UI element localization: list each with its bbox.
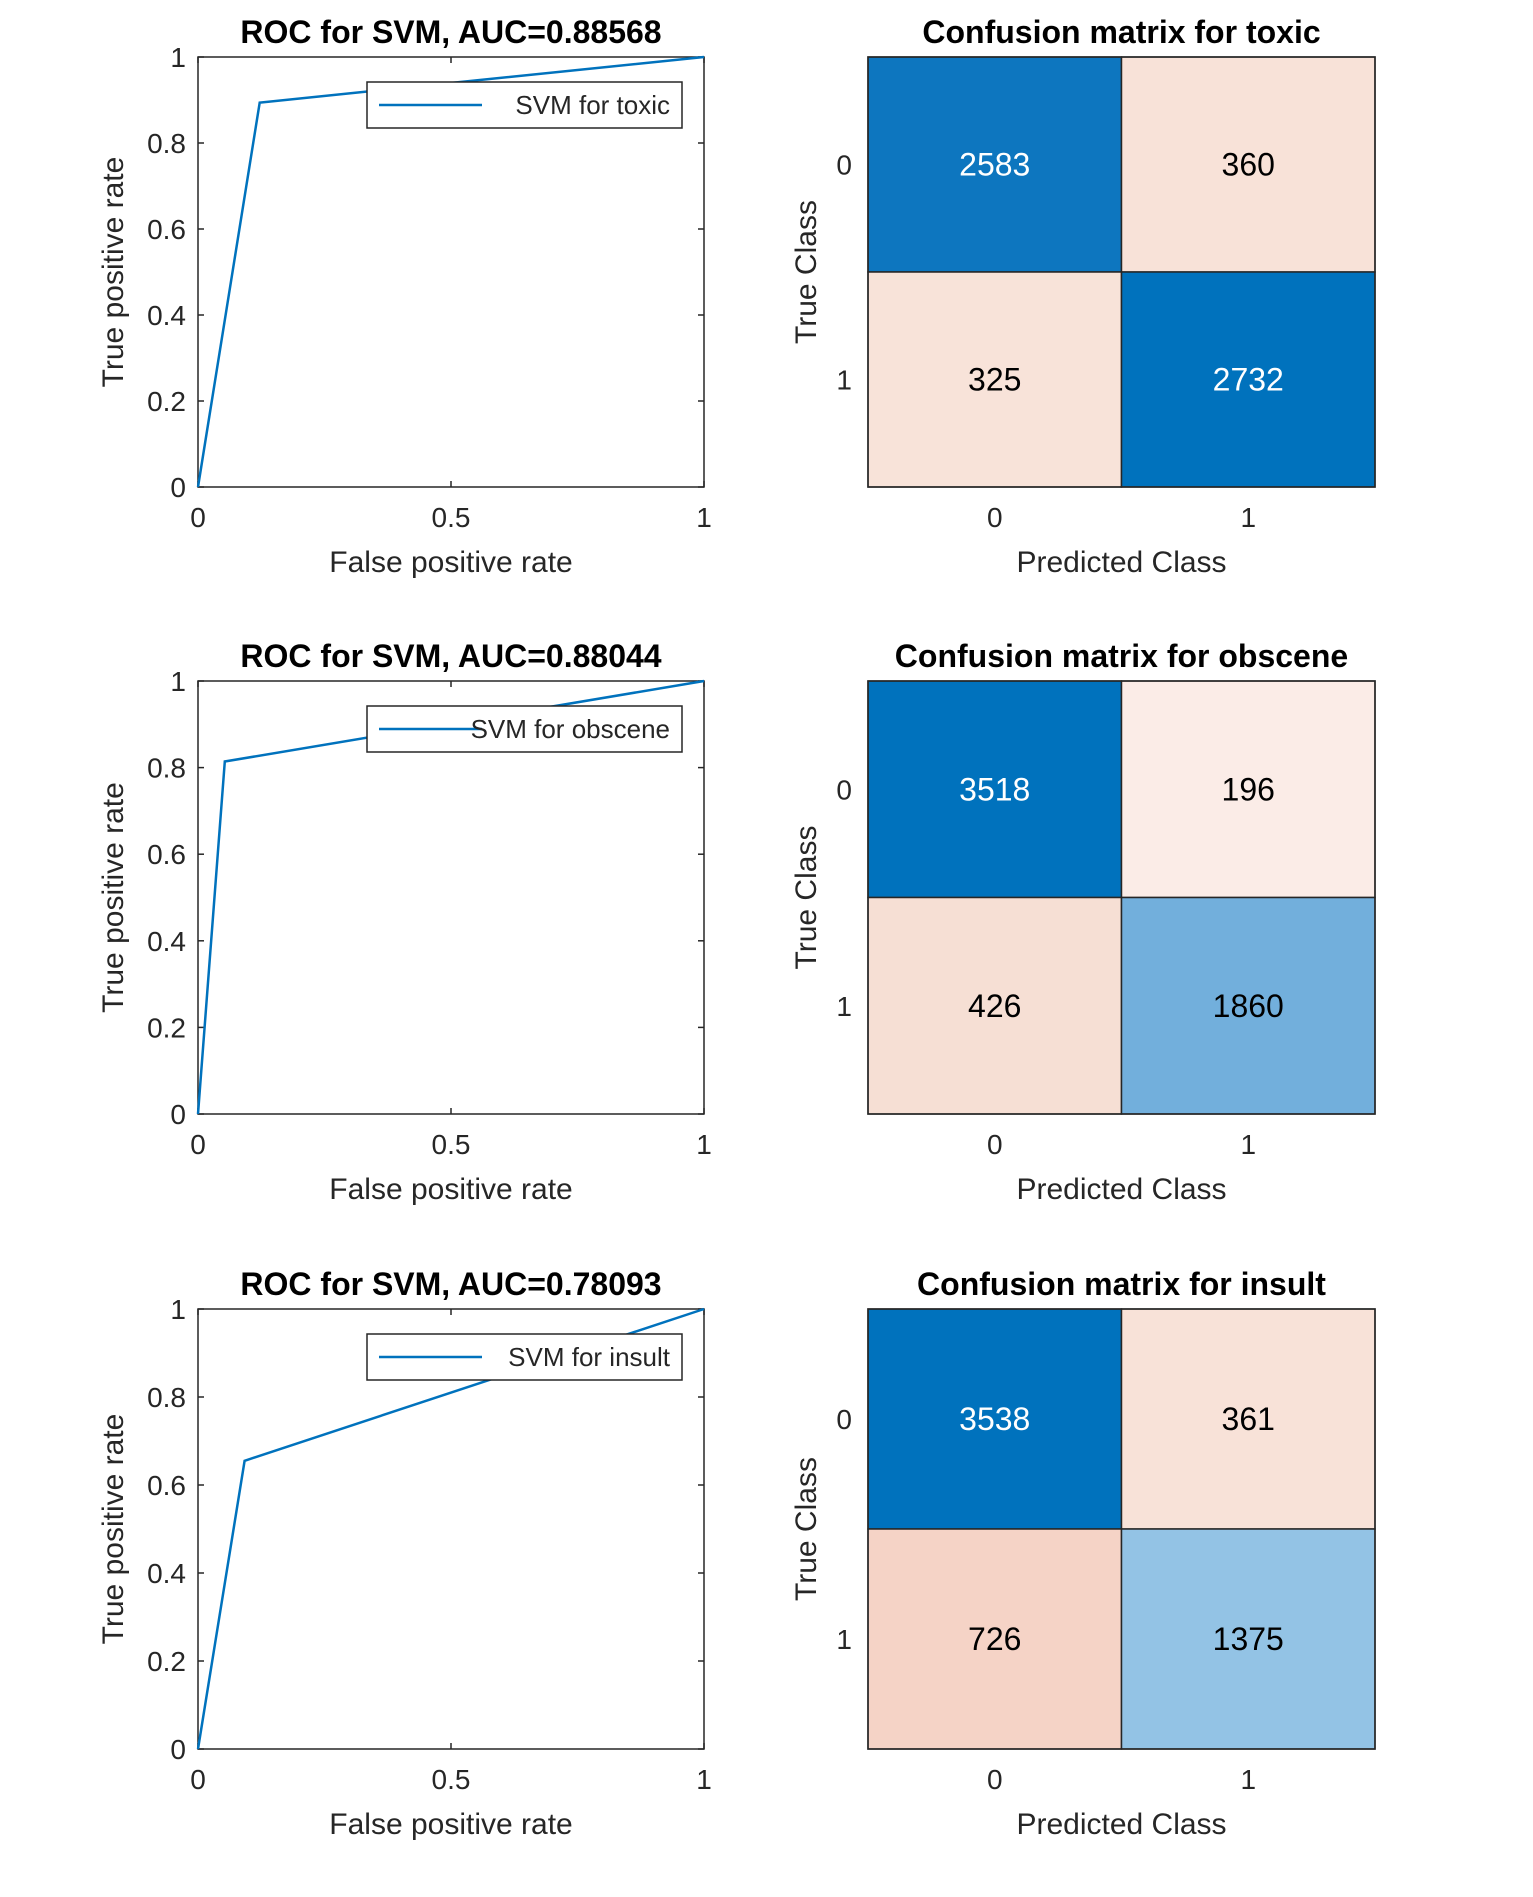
x-category-label: 0 <box>987 1764 1003 1795</box>
x-category-label: 0 <box>987 1129 1003 1160</box>
y-tick-label: 0.2 <box>147 386 186 417</box>
matrix-cell <box>867 896 1123 1115</box>
x-axis-label: False positive rate <box>329 546 572 579</box>
y-tick-label: 0 <box>170 472 186 503</box>
y-tick-label: 0.8 <box>147 128 186 159</box>
cell-value: 1375 <box>1213 1621 1284 1657</box>
chart-title: ROC for SVM, AUC=0.88044 <box>240 638 661 674</box>
y-tick-label: 1 <box>170 42 186 73</box>
y-axis-label: True Class <box>790 1457 823 1601</box>
y-axis-label: True positive rate <box>97 782 130 1013</box>
x-tick-label: 0 <box>190 1764 206 1795</box>
x-axis-label: Predicted Class <box>1016 546 1226 579</box>
chart-title: Confusion matrix for obscene <box>895 638 1348 674</box>
x-tick-label: 1 <box>696 1129 712 1160</box>
matrix-cell <box>1120 680 1376 899</box>
x-category-label: 0 <box>987 502 1003 533</box>
y-category-label: 1 <box>836 1624 852 1655</box>
y-tick-label: 0 <box>170 1734 186 1765</box>
x-axis-label: False positive rate <box>329 1173 572 1206</box>
matrix-border <box>867 680 1376 1115</box>
matrix-cell <box>1120 1308 1376 1530</box>
cell-value: 426 <box>968 988 1021 1024</box>
cell-value: 361 <box>1222 1401 1275 1437</box>
y-axis-label: True Class <box>790 200 823 344</box>
x-tick-label: 1 <box>696 1764 712 1795</box>
cell-value: 3518 <box>959 771 1030 807</box>
matrix-cell <box>1120 56 1376 273</box>
x-tick-label: 0.5 <box>432 1129 471 1160</box>
y-tick-label: 0.2 <box>147 1012 186 1043</box>
y-tick-label: 0.4 <box>147 926 186 957</box>
legend-label: SVM for insult <box>508 1342 671 1372</box>
x-tick-label: 0 <box>190 502 206 533</box>
cell-value: 2583 <box>959 147 1030 183</box>
x-category-label: 1 <box>1240 1764 1256 1795</box>
y-category-label: 0 <box>836 150 852 181</box>
x-category-label: 1 <box>1240 1129 1256 1160</box>
y-axis-label: True positive rate <box>97 157 130 388</box>
y-axis-label: True Class <box>790 826 823 970</box>
x-tick-label: 0.5 <box>432 502 471 533</box>
roc-chart-3: 0 0.2 0.4 0.6 0.8 1 0 0.5 1 SVM for insult ROC for… <box>97 1266 712 1841</box>
cell-value: 325 <box>968 362 1021 398</box>
y-tick-label: 1 <box>170 666 186 697</box>
matrix-cell <box>867 1308 1123 1530</box>
x-tick-label: 1 <box>696 502 712 533</box>
y-tick-label: 0.2 <box>147 1646 186 1677</box>
cell-value: 196 <box>1222 771 1275 807</box>
confusion-matrix-1: 2583 360 325 2732 0 1 0 1 Confusion matrix for t… <box>790 14 1376 579</box>
matrix-border <box>867 56 1376 488</box>
roc-curve <box>196 55 705 488</box>
y-tick-label: 1 <box>170 1294 186 1325</box>
confusion-matrix-3: 3538 361 726 1375 0 1 0 1 Confusion matrix for i… <box>790 1266 1376 1841</box>
x-tick-label: 0 <box>190 1129 206 1160</box>
x-axis-label: False positive rate <box>329 1808 572 1841</box>
matrix-cell <box>1120 271 1376 488</box>
roc-chart-2: 0 0.2 0.4 0.6 0.8 1 0 0.5 1 SVM for obscene ROC fo… <box>97 638 712 1206</box>
y-tick-label: 0.6 <box>147 214 186 245</box>
cell-value: 1860 <box>1213 988 1284 1024</box>
matrix-cell <box>1120 1528 1376 1750</box>
y-category-label: 0 <box>836 774 852 805</box>
y-category-label: 0 <box>836 1404 852 1435</box>
y-category-label: 1 <box>836 991 852 1022</box>
matrix-border <box>867 1308 1376 1750</box>
chart-title: Confusion matrix for toxic <box>922 14 1320 50</box>
cell-value: 360 <box>1222 147 1275 183</box>
y-tick-label: 0.6 <box>147 1470 186 1501</box>
matrix-cell <box>867 1528 1123 1750</box>
y-category-label: 1 <box>836 365 852 396</box>
chart-title: Confusion matrix for insult <box>917 1266 1326 1302</box>
confusion-matrix-2: 3518 196 426 1860 0 1 0 1 Confusion matrix for o… <box>790 638 1376 1206</box>
cell-value: 726 <box>968 1621 1021 1657</box>
y-tick-label: 0.4 <box>147 1558 186 1589</box>
y-tick-label: 0 <box>170 1099 186 1130</box>
cell-value: 2732 <box>1213 362 1284 398</box>
matrix-cell <box>1120 896 1376 1115</box>
cell-value: 3538 <box>959 1401 1030 1437</box>
legend-label: SVM for obscene <box>471 714 670 744</box>
x-axis-label: Predicted Class <box>1016 1808 1226 1841</box>
y-tick-label: 0.4 <box>147 300 186 331</box>
y-tick-label: 0.8 <box>147 753 186 784</box>
x-axis-label: Predicted Class <box>1016 1173 1226 1206</box>
roc-chart-1: 0 0.2 0.4 0.6 0.8 1 0 0.5 1 SVM for toxic ROC for … <box>97 14 712 579</box>
y-tick-label: 0.6 <box>147 839 186 870</box>
matrix-cell <box>867 271 1123 488</box>
matrix-cell <box>867 56 1123 273</box>
chart-title: ROC for SVM, AUC=0.78093 <box>240 1266 661 1302</box>
y-tick-label: 0.8 <box>147 1382 186 1413</box>
plot-area <box>197 680 705 1115</box>
legend-label: SVM for toxic <box>515 90 670 120</box>
y-axis-label: True positive rate <box>97 1414 130 1645</box>
matrix-cell <box>867 680 1123 899</box>
chart-title: ROC for SVM, AUC=0.88568 <box>240 14 661 50</box>
plot-area <box>197 1308 705 1750</box>
x-category-label: 1 <box>1240 502 1256 533</box>
x-tick-label: 0.5 <box>432 1764 471 1795</box>
